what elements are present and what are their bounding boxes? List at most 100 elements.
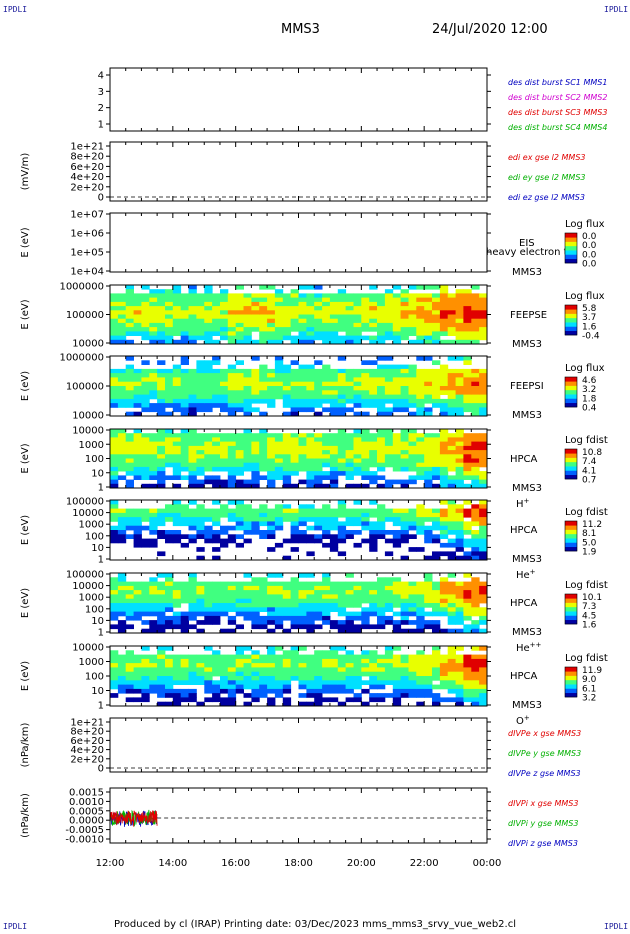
spectrogram-cell bbox=[125, 615, 134, 621]
spectrogram-cell bbox=[463, 335, 472, 341]
spectrogram-cell bbox=[141, 377, 150, 383]
spectrogram-cell bbox=[392, 594, 402, 600]
spectrogram-cell bbox=[282, 538, 292, 544]
spectrogram-cell bbox=[125, 356, 134, 361]
y-tick-label: 1 bbox=[98, 555, 104, 566]
spectrogram-cell bbox=[369, 441, 378, 447]
colorbar-segment bbox=[565, 470, 577, 476]
spectrogram-cell bbox=[157, 441, 166, 447]
spectrogram-cell bbox=[479, 551, 488, 557]
spectrogram-cell bbox=[188, 437, 197, 442]
spectrogram-cell bbox=[204, 671, 213, 677]
colorbar-segment bbox=[565, 457, 577, 463]
spectrogram-cell bbox=[117, 663, 127, 668]
spectrogram-cell bbox=[455, 394, 464, 400]
spectrogram-cell bbox=[361, 322, 370, 328]
spectrogram-cell bbox=[196, 701, 205, 707]
spectrogram-cell bbox=[408, 684, 417, 690]
spectrogram-cell bbox=[463, 521, 472, 527]
spectrogram-cell bbox=[212, 390, 221, 395]
spectrogram-cell bbox=[329, 667, 339, 673]
spectrogram-cell bbox=[133, 611, 142, 617]
spectrogram-cell bbox=[471, 445, 480, 451]
spectrogram-cell bbox=[329, 475, 339, 480]
spectrogram-cell bbox=[392, 680, 402, 685]
spectrogram-cell bbox=[227, 403, 237, 408]
spectrogram-cell bbox=[392, 512, 402, 518]
spectrogram-cell bbox=[377, 322, 386, 328]
spectrogram-cell bbox=[110, 454, 119, 459]
spectrogram-cell bbox=[432, 394, 441, 400]
spectrogram-cell bbox=[337, 667, 347, 673]
spectrogram-cell bbox=[400, 335, 409, 341]
spectrogram-cell bbox=[196, 581, 205, 587]
spectrogram-cell bbox=[235, 394, 244, 400]
spectrogram-cell bbox=[416, 433, 425, 438]
spectrogram-cell bbox=[463, 368, 472, 374]
spectrogram-cell bbox=[345, 680, 354, 685]
spectrogram-cell bbox=[227, 450, 237, 455]
spectrogram-cell bbox=[196, 504, 205, 509]
spectrogram-cell bbox=[400, 390, 409, 395]
spectrogram-cell bbox=[337, 373, 347, 378]
spectrogram-cell bbox=[188, 534, 197, 539]
spectrogram-cell bbox=[479, 394, 488, 400]
spectrogram-cell bbox=[400, 581, 409, 587]
spectrogram-cell bbox=[479, 441, 488, 447]
spectrogram-cell bbox=[424, 654, 433, 660]
spectrogram-cell bbox=[432, 697, 441, 703]
spectrogram-cell bbox=[259, 339, 268, 345]
spectrogram-cell bbox=[345, 381, 354, 387]
spectrogram-cell bbox=[369, 585, 378, 591]
spectrogram-cell bbox=[322, 381, 331, 387]
spectrogram-cell bbox=[282, 483, 292, 489]
spectrogram-cell bbox=[447, 437, 456, 442]
colorbar-tick-label: 4.1 bbox=[582, 466, 596, 476]
spectrogram-cell bbox=[447, 512, 456, 518]
spectrogram-cell bbox=[416, 624, 425, 630]
spectrogram-cell bbox=[463, 628, 472, 634]
spectrogram-cell bbox=[117, 671, 127, 677]
spectrogram-cell bbox=[141, 483, 150, 489]
spectrogram-cell bbox=[149, 530, 158, 535]
spectrogram-cell bbox=[463, 512, 472, 518]
spectrogram-cell bbox=[345, 663, 354, 668]
spectrogram-cell bbox=[408, 688, 417, 694]
spectrogram-cell bbox=[337, 386, 347, 391]
spectrogram-cell bbox=[416, 458, 425, 464]
spectrogram-cell bbox=[384, 594, 394, 600]
spectrogram-cell bbox=[408, 403, 417, 408]
spectrogram-cell bbox=[479, 585, 488, 591]
spectrogram-cell bbox=[337, 471, 347, 476]
spectrogram-cell bbox=[439, 594, 449, 600]
spectrogram-cell bbox=[243, 658, 252, 664]
spectrogram-cell bbox=[384, 676, 394, 681]
spectrogram-cell bbox=[165, 504, 174, 509]
spectrogram-cell bbox=[416, 663, 425, 668]
spectrogram-cell bbox=[345, 462, 354, 468]
spectrogram-cell bbox=[463, 386, 472, 391]
spectrogram-cell bbox=[432, 297, 441, 303]
spectrogram-cell bbox=[392, 620, 402, 625]
spectrogram-cell bbox=[432, 534, 441, 539]
spectrogram-cell bbox=[471, 306, 480, 311]
spectrogram-cell bbox=[369, 297, 378, 303]
spectrogram-cell bbox=[424, 314, 433, 320]
spectrogram-cell bbox=[251, 650, 260, 655]
spectrogram-cell bbox=[180, 360, 189, 365]
spectrogram-cell bbox=[314, 368, 323, 374]
spectrogram-cell bbox=[110, 663, 119, 668]
spectrogram-cell bbox=[267, 335, 276, 341]
spectrogram-cell bbox=[322, 521, 331, 527]
spectrogram-cell bbox=[110, 293, 119, 298]
spectrogram-cell bbox=[227, 331, 237, 336]
spectrogram-cell bbox=[369, 680, 378, 685]
spectrogram-cell bbox=[306, 671, 315, 677]
spectrogram-cell bbox=[298, 327, 307, 332]
spectrogram-cell bbox=[392, 368, 402, 374]
spectrogram-cell bbox=[290, 607, 299, 612]
spectrogram-cell bbox=[306, 335, 315, 341]
spectrogram-cell bbox=[157, 479, 166, 485]
spectrogram-cell bbox=[117, 462, 127, 468]
spectrogram-cell bbox=[439, 663, 449, 668]
